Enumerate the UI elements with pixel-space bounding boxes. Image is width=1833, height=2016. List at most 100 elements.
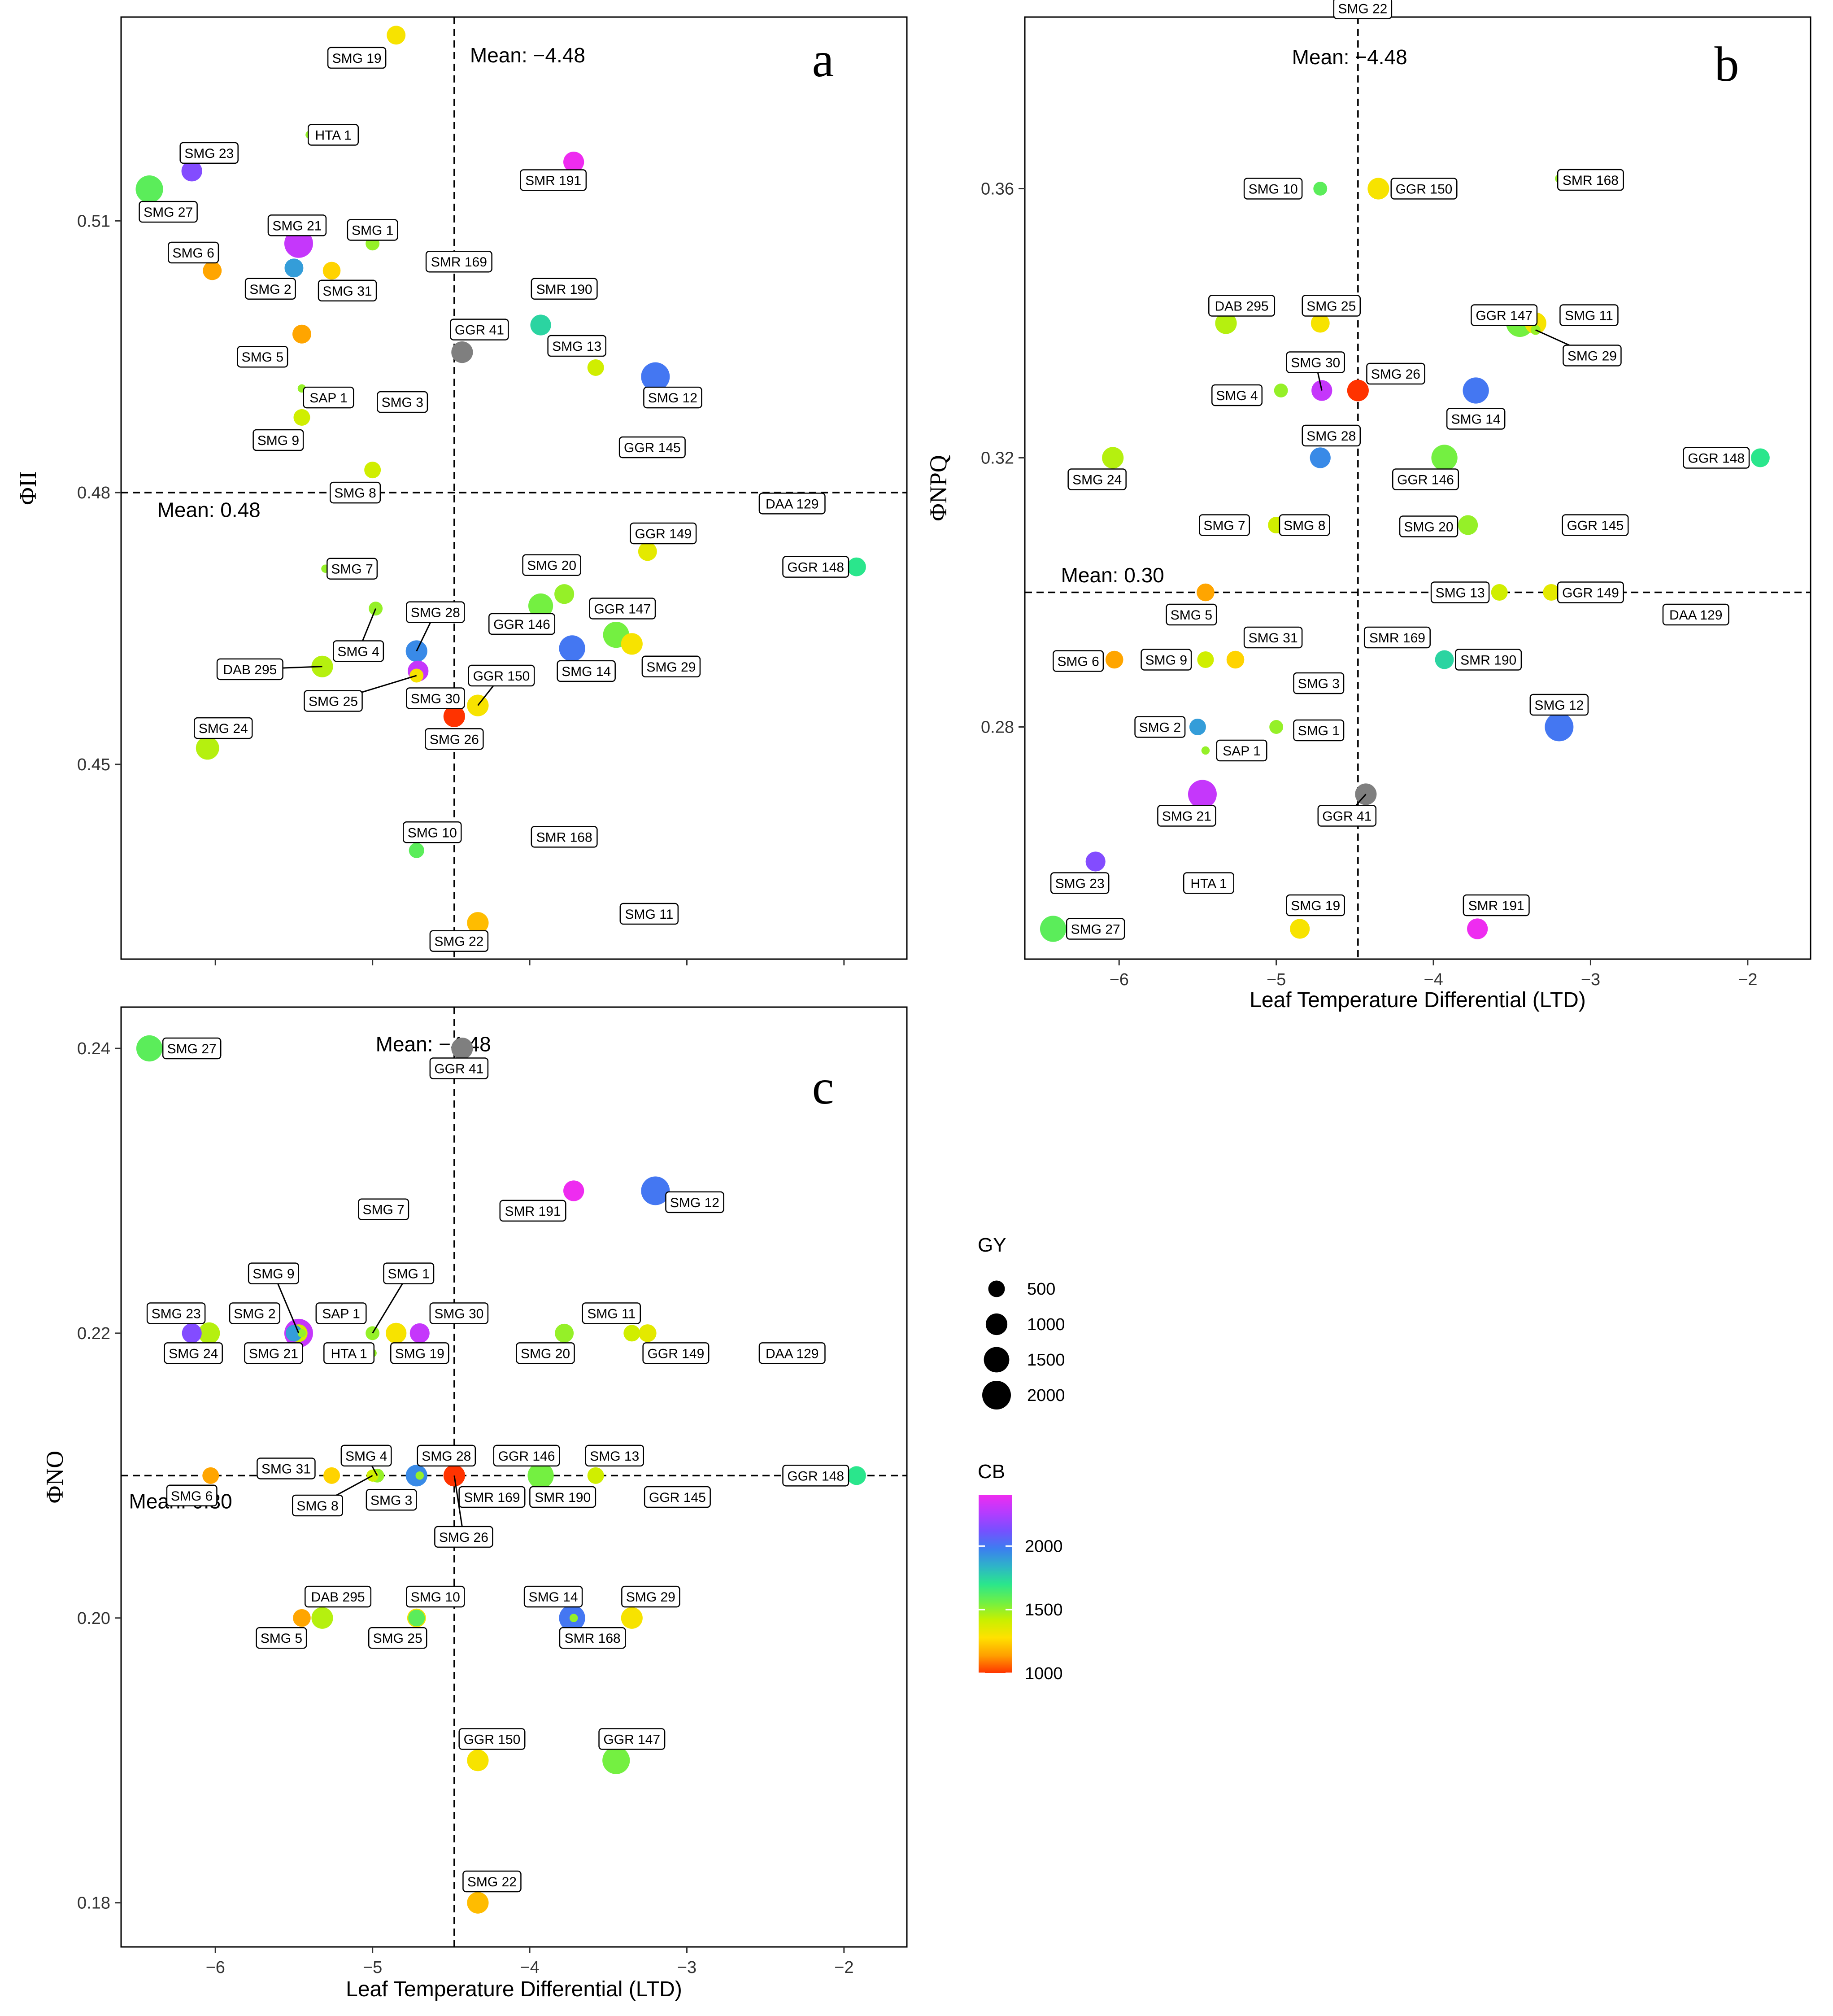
label-text: DAB 295: [311, 1590, 365, 1605]
label-box: [1134, 716, 1186, 738]
label-text: SMG 10: [1249, 182, 1298, 197]
legend-gy-circle-1000: [985, 1313, 1008, 1335]
label-text: SMG 20: [521, 1346, 570, 1361]
label-text: HTA 1: [331, 1346, 367, 1361]
point-label-smg-8: SMG 8: [1279, 514, 1330, 536]
panel-b: −6 −5 −4 −3 −2 0.28 0.32 0.36 Leaf Temperature D…: [925, 0, 1811, 1012]
x-axis-title: Leaf Temperature Differential (LTD): [346, 1977, 682, 2001]
point-smr-190: [530, 314, 551, 336]
point-smg-25: [1311, 314, 1330, 333]
point-label-smr-190: SMR 190: [531, 278, 598, 300]
panel-letter-a: a: [812, 32, 834, 87]
point-label-smg-26: SMG 26: [1366, 362, 1425, 385]
x-tick-label: −5: [363, 1958, 382, 1977]
point-label-smr-168: SMR 168: [559, 1627, 626, 1649]
point-label-smg-1: SMG 1: [1293, 719, 1345, 742]
label-text: SMG 10: [408, 825, 457, 840]
label-box: [1455, 649, 1522, 671]
point-label-smg-26: SMG 26: [425, 728, 484, 750]
label-box: [256, 1627, 307, 1649]
label-box: [417, 1444, 476, 1467]
label-text: GGR 149: [635, 527, 692, 541]
point-label-smr-169: SMR 169: [458, 1486, 526, 1508]
panel-frame: [120, 1006, 908, 1948]
point-smr-191: [563, 151, 584, 173]
point-ggr-41: [451, 1037, 473, 1060]
label-text: SAP 1: [322, 1306, 360, 1321]
point-label-smr-191: SMR 191: [499, 1200, 566, 1222]
label-box: [582, 1302, 641, 1324]
label-box: [318, 279, 377, 302]
point-smg-9: [293, 409, 310, 426]
label-text: SMG 22: [1338, 2, 1387, 17]
point-label-smg-24: SMG 24: [164, 1342, 223, 1364]
mean-y-label: Mean: 0.48: [157, 498, 261, 522]
point-label-smg-14: SMG 14: [1446, 408, 1506, 430]
panel-letter-c: c: [812, 1060, 834, 1114]
label-text: SMG 9: [1145, 653, 1187, 668]
point-smg-2: [284, 258, 304, 278]
point-label-smg-12: SMG 12: [1529, 694, 1589, 716]
label-text: SMG 6: [173, 246, 214, 261]
point-smg-10: [1313, 182, 1328, 196]
y-tick-label: 0.45: [77, 755, 110, 774]
label-text: SMG 9: [253, 1267, 294, 1282]
label-text: SMG 31: [323, 284, 372, 299]
point-label-ggr-148: GGR 148: [1683, 447, 1750, 469]
x-axis-title: Leaf Temperature Differential (LTD): [1250, 988, 1586, 1012]
y-axis-title: ΦII: [14, 471, 41, 505]
point-label-ggr-149: GGR 149: [1557, 581, 1624, 603]
legend-cb-label-1000: 1000: [1025, 1664, 1063, 1683]
point-smg-31: [323, 1467, 340, 1484]
point-label-smg-21: SMG 21: [267, 214, 327, 236]
label-box: [1529, 694, 1589, 716]
x-tick-label: −5: [1267, 970, 1286, 989]
label-text: SMG 23: [1055, 877, 1105, 891]
label-box: [619, 903, 679, 925]
label-box: [308, 124, 359, 146]
point-smg-30: [409, 1323, 430, 1343]
label-box: [468, 664, 535, 687]
label-box: [179, 142, 239, 164]
point-label-dab-295: DAB 295: [1208, 295, 1276, 317]
label-box: [257, 1457, 316, 1479]
point-label-ggr-145: GGR 145: [644, 1486, 711, 1508]
point-smg-24: [1102, 447, 1124, 469]
point-smg-27: [136, 1035, 163, 1062]
point-label-smg-19: SMG 19: [390, 1342, 449, 1364]
label-box: [303, 386, 354, 409]
label-box: [531, 278, 598, 300]
point-label-hta-1: HTA 1: [323, 1342, 375, 1364]
label-box: [330, 481, 381, 504]
point-label-smg-4: SMG 4: [340, 1444, 392, 1476]
label-box: [557, 660, 616, 682]
point-label-smg-7: SMG 7: [327, 558, 378, 580]
label-text: SMG 1: [388, 1267, 430, 1282]
point-label-smg-10: SMG 10: [403, 821, 462, 843]
label-text: SMG 2: [1139, 720, 1181, 735]
point-label-smg-31: SMG 31: [257, 1457, 316, 1479]
label-box: [425, 728, 484, 750]
label-box: [598, 1728, 666, 1750]
point-label-smg-9: SMG 9: [1141, 649, 1192, 671]
label-box: [641, 655, 701, 678]
point-smg-19: [387, 26, 406, 45]
label-text: SMG 19: [1291, 899, 1340, 913]
label-text: SMG 30: [434, 1306, 483, 1321]
point-label-smg-27: SMG 27: [1066, 918, 1125, 940]
label-box: [1141, 649, 1192, 671]
label-box: [377, 391, 428, 413]
label-box: [244, 278, 296, 300]
point-label-daa-129: DAA 129: [1662, 603, 1729, 626]
point-smg-4: [1274, 384, 1288, 397]
label-text: SMG 24: [169, 1346, 218, 1361]
label-box: [520, 169, 587, 191]
point-label-smg-28: SMG 28: [1302, 424, 1361, 447]
point-label-smg-3: SMG 3: [1293, 672, 1345, 694]
point-label-ggr-146: GGR 146: [1392, 468, 1459, 490]
point-label-smr-191: SMR 191: [520, 169, 587, 191]
label-box: [194, 717, 253, 739]
label-box: [493, 1444, 560, 1467]
point-label-daa-129: DAA 129: [758, 1342, 826, 1364]
point-label-smg-28: SMG 28: [417, 1444, 476, 1467]
